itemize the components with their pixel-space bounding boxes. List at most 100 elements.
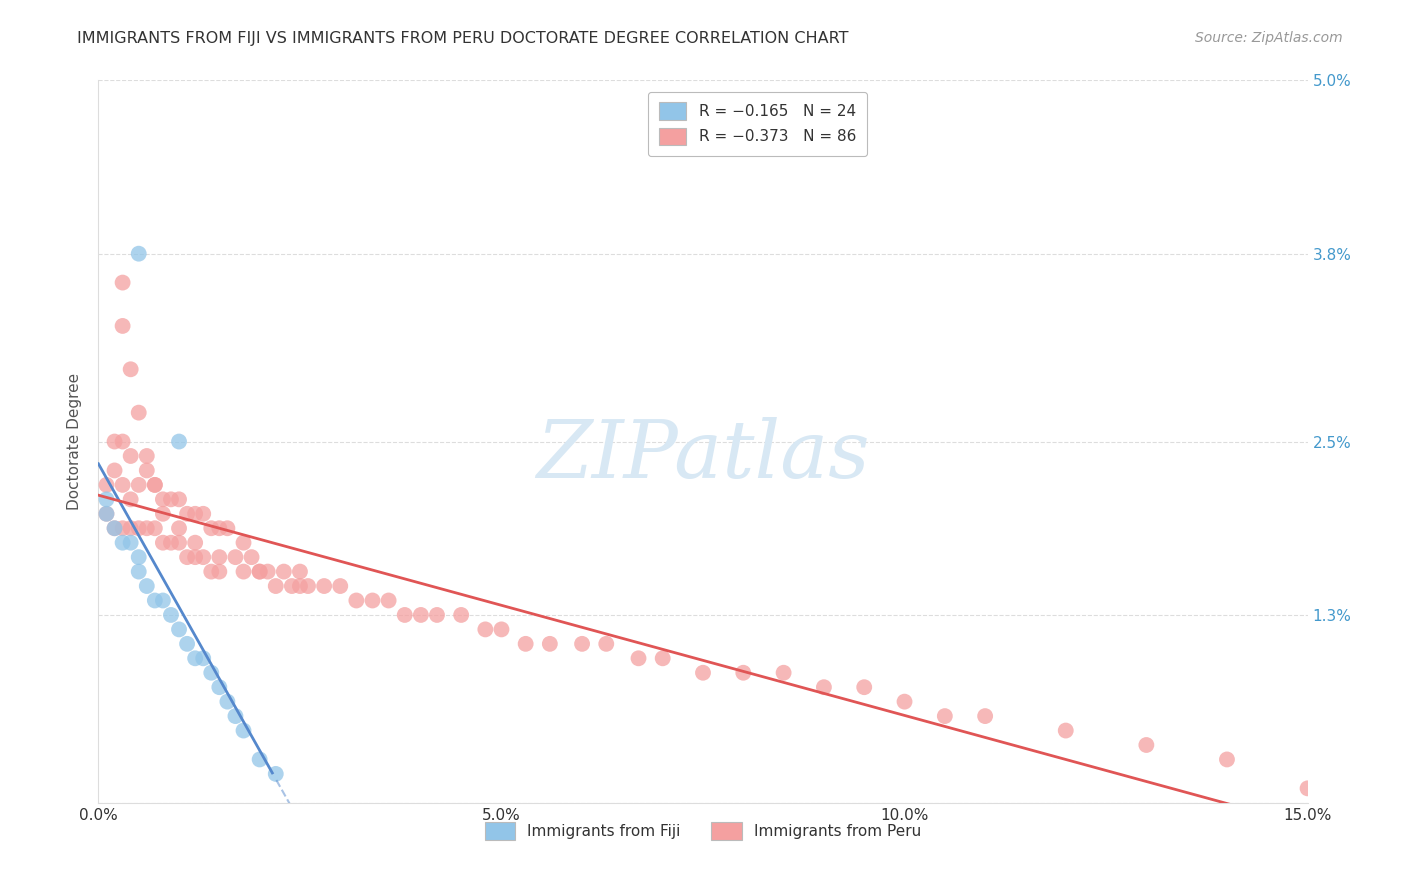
Point xyxy=(281,579,304,593)
Point xyxy=(232,535,254,549)
Point xyxy=(314,579,336,593)
Point xyxy=(143,593,166,607)
Point xyxy=(176,637,198,651)
Point xyxy=(256,565,278,579)
Point xyxy=(96,492,118,507)
Point xyxy=(120,492,142,507)
Point xyxy=(344,593,367,607)
Point xyxy=(184,507,207,521)
Point xyxy=(152,507,174,521)
Point xyxy=(103,521,125,535)
Point xyxy=(167,434,190,449)
Point xyxy=(111,276,134,290)
Point xyxy=(394,607,416,622)
Point xyxy=(515,637,537,651)
Point xyxy=(184,651,207,665)
Point xyxy=(120,362,142,376)
Text: IMMIGRANTS FROM FIJI VS IMMIGRANTS FROM PERU DOCTORATE DEGREE CORRELATION CHART: IMMIGRANTS FROM FIJI VS IMMIGRANTS FROM … xyxy=(77,31,849,46)
Point xyxy=(1054,723,1077,738)
Point xyxy=(595,637,617,651)
Point xyxy=(264,767,287,781)
Point xyxy=(1296,781,1319,796)
Point xyxy=(184,535,207,549)
Point xyxy=(491,623,513,637)
Point xyxy=(176,550,198,565)
Point xyxy=(733,665,755,680)
Point xyxy=(128,521,150,535)
Point xyxy=(167,623,190,637)
Point xyxy=(1216,752,1239,766)
Text: Source: ZipAtlas.com: Source: ZipAtlas.com xyxy=(1195,31,1343,45)
Point xyxy=(135,463,157,477)
Point xyxy=(208,565,231,579)
Point xyxy=(692,665,714,680)
Point xyxy=(813,680,835,694)
Point xyxy=(120,521,142,535)
Point xyxy=(111,521,134,535)
Point xyxy=(200,521,222,535)
Legend: Immigrants from Fiji, Immigrants from Peru: Immigrants from Fiji, Immigrants from Pe… xyxy=(478,816,928,846)
Point xyxy=(128,478,150,492)
Point xyxy=(224,550,246,565)
Point xyxy=(297,579,319,593)
Point xyxy=(1135,738,1157,752)
Point xyxy=(974,709,997,723)
Point xyxy=(193,550,215,565)
Point xyxy=(361,593,384,607)
Point xyxy=(111,535,134,549)
Point xyxy=(474,623,496,637)
Point xyxy=(160,535,183,549)
Point xyxy=(160,607,183,622)
Point xyxy=(103,521,125,535)
Point xyxy=(103,434,125,449)
Point xyxy=(128,550,150,565)
Point xyxy=(288,579,311,593)
Point xyxy=(264,579,287,593)
Point xyxy=(426,607,449,622)
Point xyxy=(152,535,174,549)
Point xyxy=(135,449,157,463)
Point xyxy=(111,478,134,492)
Point xyxy=(152,593,174,607)
Point xyxy=(273,565,295,579)
Point xyxy=(176,507,198,521)
Point xyxy=(96,507,118,521)
Point xyxy=(135,579,157,593)
Point xyxy=(571,637,593,651)
Point xyxy=(128,246,150,260)
Point xyxy=(224,709,246,723)
Point xyxy=(111,318,134,333)
Point xyxy=(135,521,157,535)
Point xyxy=(103,463,125,477)
Point xyxy=(128,565,150,579)
Point xyxy=(160,492,183,507)
Point xyxy=(208,680,231,694)
Point xyxy=(651,651,673,665)
Point xyxy=(329,579,352,593)
Point xyxy=(208,521,231,535)
Point xyxy=(249,565,271,579)
Point xyxy=(232,723,254,738)
Point xyxy=(193,507,215,521)
Point xyxy=(143,521,166,535)
Point xyxy=(893,695,915,709)
Point xyxy=(96,507,118,521)
Point xyxy=(377,593,399,607)
Point xyxy=(934,709,956,723)
Point xyxy=(128,406,150,420)
Point xyxy=(143,478,166,492)
Point xyxy=(120,449,142,463)
Point xyxy=(450,607,472,622)
Point xyxy=(200,665,222,680)
Point xyxy=(409,607,432,622)
Point xyxy=(143,478,166,492)
Point xyxy=(249,752,271,766)
Point xyxy=(167,521,190,535)
Point xyxy=(200,565,222,579)
Text: ZIPatlas: ZIPatlas xyxy=(536,417,870,495)
Point xyxy=(193,651,215,665)
Point xyxy=(111,434,134,449)
Point xyxy=(152,492,174,507)
Point xyxy=(853,680,876,694)
Point xyxy=(167,492,190,507)
